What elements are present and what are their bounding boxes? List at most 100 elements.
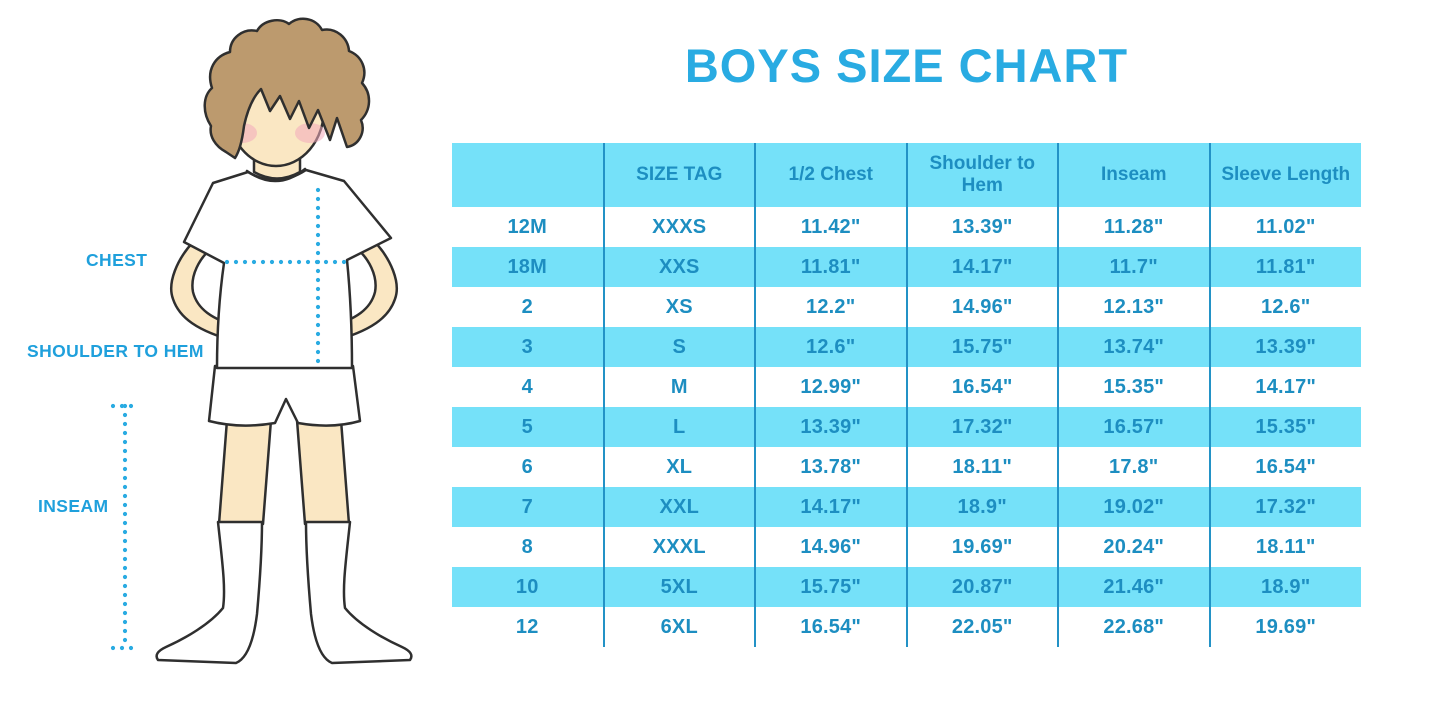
- value-cell: 11.81": [1208, 247, 1361, 287]
- value-cell: 13.39": [1208, 327, 1361, 367]
- column-header-half-chest: 1/2 Chest: [754, 143, 907, 207]
- value-cell: 12.6": [754, 327, 907, 367]
- value-cell: 15.75": [754, 567, 907, 607]
- size-cell: 4: [521, 375, 533, 398]
- column-header-sleeve-length: Sleeve Length: [1208, 143, 1361, 207]
- table-row: 4 M 12.99" 16.54" 15.35" 14.17": [452, 367, 1361, 407]
- size-cell: 10: [452, 567, 604, 607]
- boy-hair: [203, 17, 371, 160]
- chest-label: CHEST: [86, 250, 148, 270]
- value-cell: 12.2": [754, 287, 907, 327]
- value-cell: 14.17": [754, 487, 907, 527]
- value-cell: 5XL: [602, 567, 755, 607]
- value-cell: XS: [602, 287, 755, 327]
- value-cell: 11.81": [754, 247, 907, 287]
- column-header-size-tag: SIZE TAG: [602, 143, 755, 207]
- value-cell: 15.75": [905, 327, 1058, 367]
- value-cell: 12.99": [754, 367, 907, 407]
- value-cell: XXXS: [602, 207, 755, 247]
- value-cell: 6XL: [602, 607, 755, 647]
- size-table: SIZE TAG 1/2 Chest Shoulder to Hem Insea…: [452, 143, 1361, 647]
- value-cell: 19.69": [905, 527, 1058, 567]
- right-cheek-blush: [295, 123, 325, 143]
- inseam-label: INSEAM: [38, 496, 109, 516]
- value-cell: 15.35": [1208, 407, 1361, 447]
- value-cell: XXS: [602, 247, 755, 287]
- value-cell: 11.7": [1057, 247, 1210, 287]
- table-row: 3 S 12.6" 15.75" 13.74" 13.39": [452, 327, 1361, 367]
- size-cell: 7: [452, 487, 604, 527]
- value-cell: 15.35": [1057, 367, 1210, 407]
- value-cell: 13.39": [754, 407, 907, 447]
- header-row: SIZE TAG 1/2 Chest Shoulder to Hem Insea…: [452, 143, 1361, 207]
- value-cell: 11.02": [1208, 207, 1361, 247]
- table-row: 10 5XL 15.75" 20.87" 21.46" 18.9": [452, 567, 1361, 607]
- value-cell: 14.17": [1208, 367, 1361, 407]
- value-cell: XXL: [602, 487, 755, 527]
- value-cell: XXXL: [602, 527, 755, 567]
- table-header: SIZE TAG 1/2 Chest Shoulder to Hem Insea…: [452, 143, 1361, 207]
- value-cell: 17.32": [1208, 487, 1361, 527]
- shirt-collar: [245, 167, 307, 183]
- boy-shorts: [207, 364, 362, 427]
- value-cell: 18.9": [1208, 567, 1361, 607]
- value-cell: 16.54": [905, 367, 1058, 407]
- value-cell: 13.78": [754, 447, 907, 487]
- size-cell: 12: [515, 615, 539, 638]
- value-cell: 11.28": [1057, 207, 1210, 247]
- value-cell: 16.54": [1208, 447, 1361, 487]
- value-cell: 20.24": [1057, 527, 1210, 567]
- value-cell: 11.42": [754, 207, 907, 247]
- size-cell: 3: [452, 327, 604, 367]
- table-row: 7 XXL 14.17" 18.9" 19.02" 17.32": [452, 487, 1361, 527]
- value-cell: XL: [602, 447, 755, 487]
- value-cell: 13.74": [1057, 327, 1210, 367]
- value-cell: 12.13": [1057, 287, 1210, 327]
- table-row: 12M XXXS 11.42" 13.39" 11.28" 11.02": [452, 207, 1361, 247]
- table-row: 6 XL 13.78" 18.11" 17.8" 16.54": [452, 447, 1361, 487]
- value-cell: 17.32": [905, 407, 1058, 447]
- column-header-shoulder-to-hem: Shoulder to Hem: [905, 143, 1058, 207]
- column-header-inseam: Inseam: [1057, 143, 1210, 207]
- boy-shirt: [182, 168, 393, 370]
- value-cell: 16.57": [1057, 407, 1210, 447]
- page-title: BOYS SIZE CHART: [684, 39, 1129, 92]
- size-cell: 8: [521, 535, 533, 558]
- size-cell: 2: [521, 295, 533, 318]
- size-cell: 6: [521, 455, 533, 478]
- boy-legs: [217, 418, 351, 526]
- table-row: 8 XXXL 14.96" 19.69" 20.24" 18.11": [452, 527, 1361, 567]
- value-cell: 14.96": [905, 287, 1058, 327]
- value-cell: 16.54": [754, 607, 907, 647]
- value-cell: S: [602, 327, 755, 367]
- column-header-size: [452, 143, 604, 207]
- value-cell: 22.68": [1057, 607, 1210, 647]
- value-cell: 18.11": [1208, 527, 1361, 567]
- boy-illustration: [110, 17, 413, 665]
- value-cell: 22.05": [905, 607, 1058, 647]
- value-cell: 19.02": [1057, 487, 1210, 527]
- value-cell: 14.17": [905, 247, 1058, 287]
- value-cell: 18.11": [905, 447, 1058, 487]
- boy-socks: [155, 520, 413, 665]
- value-cell: 14.96": [754, 527, 907, 567]
- table-row: 5 L 13.39" 17.32" 16.57" 15.35": [452, 407, 1361, 447]
- value-cell: 21.46": [1057, 567, 1210, 607]
- table-body: 12M XXXS 11.42" 13.39" 11.28" 11.02" 18M XXS 11.…: [452, 207, 1361, 647]
- size-cell: 12M: [507, 215, 547, 238]
- value-cell: M: [602, 367, 755, 407]
- value-cell: 18.9": [905, 487, 1058, 527]
- value-cell: 20.87": [905, 567, 1058, 607]
- table-row: 12 6XL 16.54" 22.05" 22.68" 19.69": [452, 607, 1361, 647]
- value-cell: 12.6": [1208, 287, 1361, 327]
- value-cell: 17.8": [1057, 447, 1210, 487]
- value-cell: L: [602, 407, 755, 447]
- shoulder-to-hem-label: SHOULDER TO HEM: [27, 341, 204, 361]
- value-cell: 13.39": [905, 207, 1058, 247]
- size-cell: 5: [452, 407, 604, 447]
- size-cell: 18M: [452, 247, 604, 287]
- value-cell: 19.69": [1208, 607, 1361, 647]
- table-row: 18M XXS 11.81" 14.17" 11.7" 11.81": [452, 247, 1361, 287]
- table-row: 2 XS 12.2" 14.96" 12.13" 12.6": [452, 287, 1361, 327]
